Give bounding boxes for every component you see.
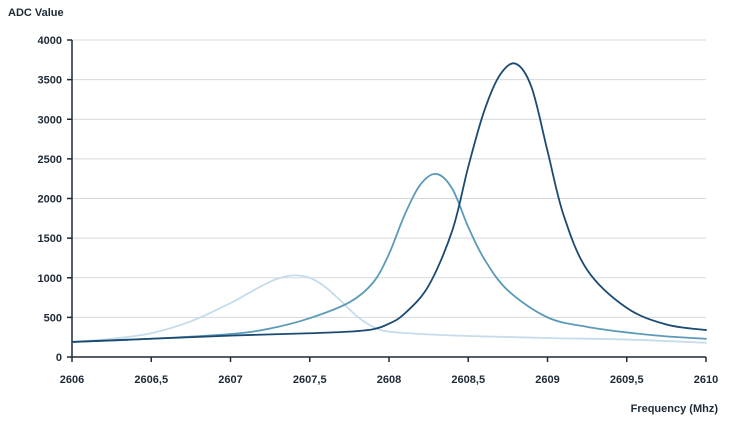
x-tick-label: 2606 [60, 374, 84, 386]
y-tick-label: 3500 [38, 75, 62, 87]
x-axis-title: Frequency (Mhz) [631, 403, 719, 415]
y-tick-label: 0 [56, 352, 62, 364]
x-tick-label: 2608,5 [451, 374, 485, 386]
y-axis-title: ADC Value [8, 7, 64, 19]
y-tick-label: 1000 [38, 273, 62, 285]
grid-lines [72, 39, 706, 318]
x-tick-label: 2606,5 [134, 374, 168, 386]
series-line-series-light [71, 274, 707, 344]
y-tick-label: 1500 [38, 233, 62, 245]
x-tick-label: 2607 [218, 374, 242, 386]
y-tick-label: 2000 [38, 194, 62, 206]
x-tick-label: 2608 [377, 374, 401, 386]
tick-labels: 0 500 1000 1500 2000 2500 3000 3500 4000 2606 2606… [38, 35, 719, 386]
x-tick-label: 2610 [694, 374, 718, 386]
axes [67, 39, 707, 362]
y-tick-label: 3000 [38, 114, 62, 126]
x-tick-label: 2609,5 [610, 374, 644, 386]
y-tick-label: 4000 [38, 35, 62, 47]
series-line-series-medium [71, 172, 707, 343]
y-tick-label: 500 [44, 312, 62, 324]
x-tick-label: 2607,5 [293, 374, 327, 386]
series-line-series-dark [71, 62, 707, 343]
series-lines [71, 62, 707, 344]
x-tick-label: 2609 [535, 374, 559, 386]
y-tick-label: 2500 [38, 154, 62, 166]
